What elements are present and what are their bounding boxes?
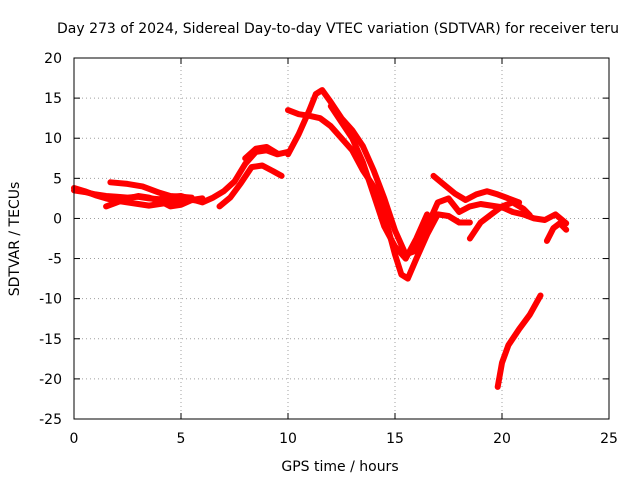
y-tick-label: 0 xyxy=(53,211,62,227)
series-arc-12 xyxy=(520,211,570,227)
series-arc-6 xyxy=(242,144,281,162)
series-arc-9 xyxy=(327,103,431,262)
series-arc-8 xyxy=(285,107,473,282)
axis-ticks xyxy=(73,57,610,420)
x-tick-label: 25 xyxy=(600,431,618,447)
chart-title: Day 273 of 2024, Sidereal Day-to-day VTE… xyxy=(57,21,619,37)
series-arc-13 xyxy=(543,220,570,244)
y-tick-label: 10 xyxy=(44,131,62,147)
grid xyxy=(74,58,609,419)
x-tick-label: 10 xyxy=(279,431,297,447)
x-tick-labels: 0 5 10 15 20 25 xyxy=(70,431,618,447)
x-tick-label: 20 xyxy=(493,431,511,447)
series-arc-3 xyxy=(103,193,206,210)
y-tick-label: 20 xyxy=(44,51,62,67)
series-arc-10 xyxy=(430,172,523,206)
y-axis-label: SDTVAR / TECUs xyxy=(7,182,23,297)
series-arc-4 xyxy=(107,179,195,201)
series-arc-7 xyxy=(285,87,527,258)
series-arc-11 xyxy=(466,199,533,242)
y-tick-label: 5 xyxy=(53,171,62,187)
series-arc-2 xyxy=(71,185,206,209)
y-tick-label: -25 xyxy=(39,412,62,428)
y-tick-label: -10 xyxy=(39,292,62,308)
x-tick-label: 15 xyxy=(386,431,404,447)
y-tick-label: -5 xyxy=(48,252,62,268)
y-tick-labels: -25 -20 -15 -10 -5 0 5 10 15 20 xyxy=(39,51,62,428)
series-arc-14 xyxy=(494,292,544,390)
y-tick-label: -15 xyxy=(39,332,62,348)
series-arc-5 xyxy=(216,162,285,210)
x-axis-label: GPS time / hours xyxy=(281,459,398,475)
plot-frame xyxy=(73,57,610,420)
x-tick-label: 0 xyxy=(70,431,79,447)
series-group xyxy=(71,87,570,390)
x-tick-label: 5 xyxy=(177,431,186,447)
y-tick-label: -20 xyxy=(39,372,62,388)
y-tick-label: 15 xyxy=(44,91,62,107)
